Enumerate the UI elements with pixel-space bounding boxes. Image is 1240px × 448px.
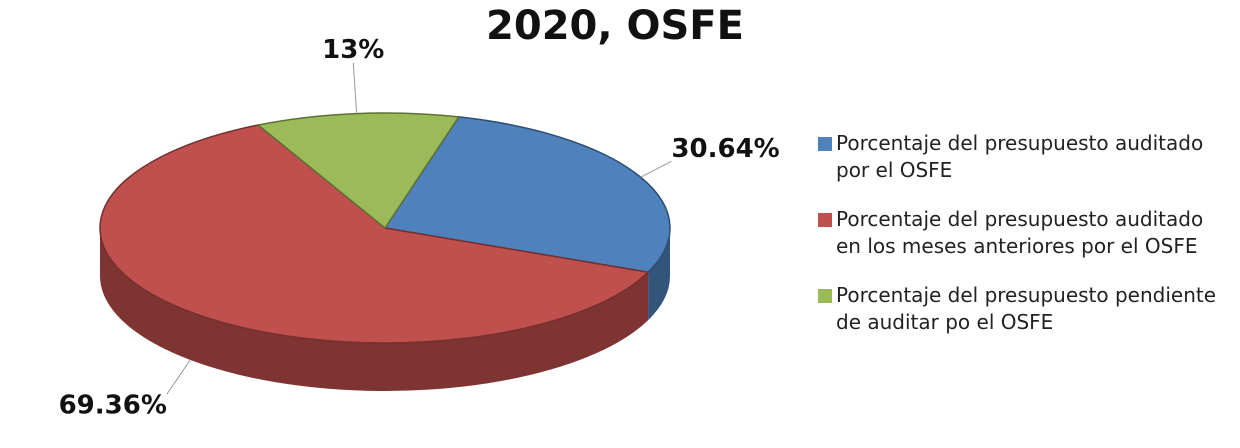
legend: Porcentaje del presupuesto auditado por … bbox=[818, 130, 1228, 358]
chart-title: 2020, OSFE bbox=[486, 3, 744, 49]
leader-line bbox=[640, 160, 672, 178]
legend-item: Porcentaje del presupuesto pendiente de … bbox=[818, 282, 1228, 336]
legend-item: Porcentaje del presupuesto auditado en l… bbox=[818, 206, 1228, 260]
legend-swatch bbox=[818, 213, 832, 227]
slice bbox=[99, 124, 650, 344]
data-label: 13% bbox=[322, 35, 384, 65]
data-label: 69.36% bbox=[59, 391, 167, 421]
legend-swatch bbox=[818, 137, 832, 151]
slice bbox=[383, 116, 671, 274]
data-label: 30.64% bbox=[671, 134, 779, 164]
legend-label: Porcentaje del presupuesto pendiente de … bbox=[836, 283, 1217, 334]
leader-line bbox=[352, 62, 358, 114]
leader-line bbox=[166, 359, 191, 395]
legend-swatch bbox=[818, 289, 832, 303]
slice-side bbox=[100, 228, 649, 392]
legend-label: Porcentaje del presupuesto auditado por … bbox=[836, 131, 1204, 182]
legend-label: Porcentaje del presupuesto auditado en l… bbox=[836, 207, 1204, 258]
legend-item: Porcentaje del presupuesto auditado por … bbox=[818, 130, 1228, 184]
slice bbox=[256, 112, 461, 230]
